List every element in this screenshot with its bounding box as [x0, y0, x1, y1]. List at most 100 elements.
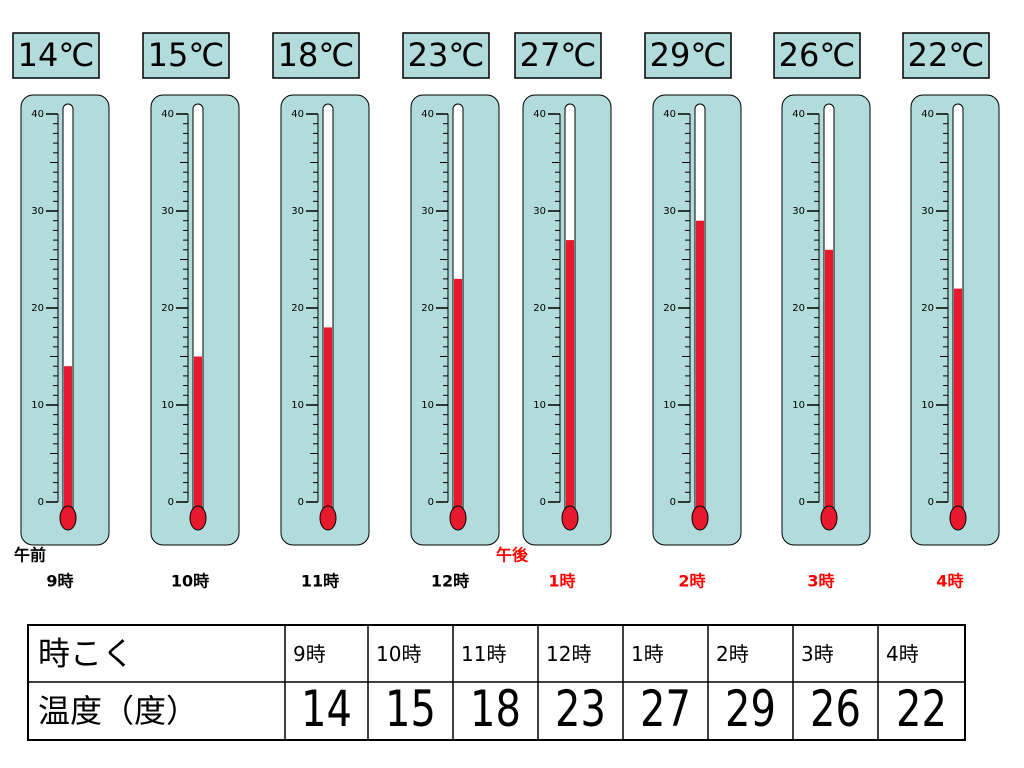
table-cell: 26: [810, 680, 861, 739]
scale-label: 10: [421, 400, 434, 411]
table-cell: 2時: [716, 642, 749, 666]
row-header: 時こく: [38, 635, 134, 673]
bulb: [189, 505, 207, 531]
scale-label: 20: [161, 303, 174, 314]
table-cell: 11時: [461, 642, 506, 666]
scale-label: 20: [663, 303, 676, 314]
temp-label-box: [644, 32, 732, 79]
mercury: [324, 327, 332, 514]
scale-label: 10: [921, 400, 934, 411]
scale-label: 30: [533, 206, 546, 217]
scale-label: 0: [168, 497, 174, 508]
scale-label: 0: [428, 497, 434, 508]
row-header: 温度（度）: [38, 692, 198, 730]
scale-label: 40: [921, 109, 934, 120]
temp-label: 14℃: [18, 36, 95, 74]
bulb: [820, 505, 838, 531]
scale-label: 20: [533, 303, 546, 314]
temp-label: 26℃: [779, 36, 856, 74]
table-cell: 14: [301, 680, 352, 739]
table-cell: 23: [555, 680, 606, 739]
time-label: 11時: [301, 572, 339, 591]
table-cell: 22: [896, 680, 947, 739]
scale-label: 20: [31, 303, 44, 314]
scale-label: 20: [291, 303, 304, 314]
mercury: [194, 356, 202, 514]
scale-label: 40: [663, 109, 676, 120]
mercury: [825, 249, 833, 515]
bulb: [319, 505, 337, 531]
temp-label: 23℃: [408, 36, 485, 74]
scale-label: 40: [533, 109, 546, 120]
scale-label: 40: [31, 109, 44, 120]
scale-label: 20: [921, 303, 934, 314]
time-label: 4時: [936, 572, 963, 591]
pm-label: 午後: [496, 546, 529, 565]
time-label: 2時: [678, 572, 705, 591]
temp-label-box: [773, 32, 861, 79]
scale-label: 0: [38, 497, 44, 508]
temp-label-box: [142, 32, 230, 79]
table-cell: 3時: [801, 642, 834, 666]
scale-label: 30: [291, 206, 304, 217]
temp-label-box: [12, 32, 100, 79]
scale-label: 30: [921, 206, 934, 217]
temp-label: 29℃: [650, 36, 727, 74]
time-label: 1時: [548, 572, 575, 591]
table-cell: 1時: [631, 642, 664, 666]
scale-label: 10: [792, 400, 805, 411]
mercury: [696, 220, 704, 514]
mercury: [566, 240, 574, 514]
scale-label: 40: [421, 109, 434, 120]
table-cell: 15: [385, 680, 436, 739]
scale-label: 10: [663, 400, 676, 411]
temp-label: 27℃: [520, 36, 597, 74]
scale-label: 10: [291, 400, 304, 411]
scale-label: 40: [792, 109, 805, 120]
scale-label: 0: [928, 497, 934, 508]
scale-label: 10: [31, 400, 44, 411]
table-cell: 9時: [293, 642, 326, 666]
temp-label: 15℃: [148, 36, 225, 74]
scale-label: 20: [421, 303, 434, 314]
scale-label: 0: [670, 497, 676, 508]
table-cell: 4時: [886, 642, 919, 666]
time-label: 9時: [46, 572, 73, 591]
scale-label: 10: [161, 400, 174, 411]
bulb: [691, 505, 709, 531]
scale-label: 40: [291, 109, 304, 120]
scale-label: 20: [792, 303, 805, 314]
scale-label: 30: [663, 206, 676, 217]
temp-label-box: [272, 32, 360, 79]
time-label: 10時: [171, 572, 209, 591]
mercury: [454, 278, 462, 514]
scale-label: 30: [421, 206, 434, 217]
scale-label: 30: [161, 206, 174, 217]
table-cell: 12時: [546, 642, 591, 666]
time-label: 3時: [807, 572, 834, 591]
table-cell: 10時: [376, 642, 421, 666]
am-label: 午前: [14, 546, 46, 565]
scale-label: 0: [799, 497, 805, 508]
scale-label: 40: [161, 109, 174, 120]
bulb: [449, 505, 467, 531]
time-label: 12時: [431, 572, 469, 591]
bulb: [59, 505, 77, 531]
table-cell: 29: [725, 680, 776, 739]
table-cell: 18: [470, 680, 521, 739]
scale-label: 30: [792, 206, 805, 217]
mercury: [64, 366, 72, 514]
scale-label: 0: [298, 497, 304, 508]
table-cell: 27: [640, 680, 691, 739]
temp-label-box: [902, 32, 990, 79]
temp-label: 22℃: [908, 36, 985, 74]
bulb: [561, 505, 579, 531]
temp-label-box: [402, 32, 490, 79]
scale-label: 0: [540, 497, 546, 508]
temp-label-box: [514, 32, 602, 79]
scale-label: 30: [31, 206, 44, 217]
scale-label: 10: [533, 400, 546, 411]
mercury: [954, 288, 962, 514]
temp-label: 18℃: [278, 36, 355, 74]
